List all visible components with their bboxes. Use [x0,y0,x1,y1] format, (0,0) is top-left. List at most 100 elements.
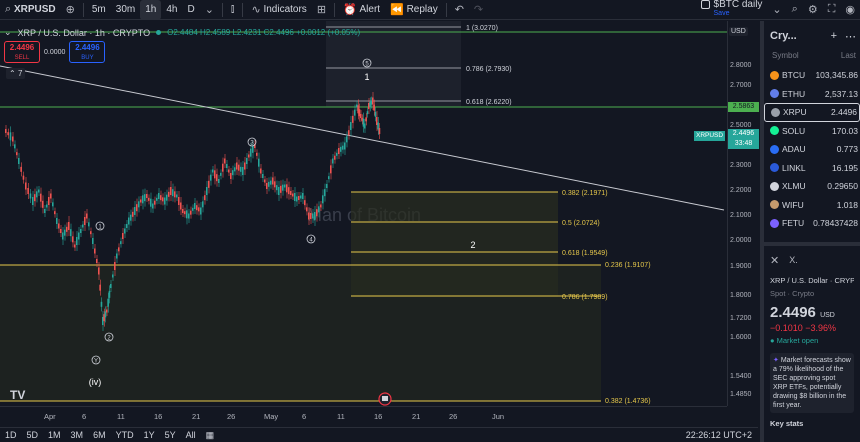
buy-button[interactable]: 2.4496 BUY [69,41,106,63]
range-6m[interactable]: 6M [93,430,106,440]
sell-button[interactable]: 2.4496 SELL [4,41,40,63]
range-ytd[interactable]: YTD [115,430,134,440]
bar-countdown: 33:48 [734,140,753,147]
interval-5m[interactable]: 5m [91,4,106,15]
legend-title[interactable]: XRP / U.S. Dollar · 1h · CRYPTO [17,27,151,38]
range-all[interactable]: All [185,430,196,440]
layout-dropdown[interactable]: ⌄ [767,0,786,20]
watchlist-row[interactable]: ETHU 2,537.13 [764,85,860,104]
candle-body [364,123,366,129]
watchlist-row[interactable]: XLMU 0.29650 [764,177,860,196]
candle-body [192,207,194,211]
chart-canvas[interactable]: Man of Bitcoin 1 (3.0270) 0.786 (2.7930)… [0,21,727,406]
candle-body [66,226,68,232]
watchlist-title[interactable]: Cry... [770,30,797,42]
candle-body [280,185,282,193]
collapse-legend-icon[interactable]: ⌄ [4,27,12,37]
indicator-count-toggle[interactable]: ⌃ 7 [6,68,26,79]
indicators-button[interactable]: ∿ Indicators [246,0,311,20]
candle-body [176,194,178,198]
wave-4-text: 4 [309,238,313,244]
chart-type-button[interactable]: ⫾ [226,0,240,20]
symbol-search-button[interactable]: ⌕ XRPUSD [0,0,61,20]
add-symbol-icon[interactable]: + [830,30,837,42]
templates-button[interactable]: ⊞ [312,0,331,20]
more-icon[interactable]: ⋯ [845,30,856,43]
calendar-icon[interactable]: ▦ [205,429,215,440]
close-icon[interactable]: ✕ [770,254,780,267]
replay-button[interactable]: ⏪ Replay [385,0,443,20]
candle-body [254,144,256,148]
candle-body [70,229,72,237]
range-5d[interactable]: 5D [26,430,39,440]
time-tick: Apr [44,412,56,421]
watchlist-symbol: FETU [782,218,805,229]
interval-dropdown[interactable]: ⌄ [200,0,219,20]
candle-body [338,148,340,154]
watchlist-row[interactable]: XRPU 2.4496 [764,103,860,122]
undo-button[interactable]: ↶ [450,0,469,20]
candle-body [302,193,304,199]
add-symbol-button[interactable]: ⊕ [61,0,80,20]
candle-body [198,207,200,212]
interval-1h[interactable]: 1h [140,0,162,20]
watchlist-row[interactable]: WIFU 1.018 [764,196,860,215]
range-3m[interactable]: 3M [70,430,84,440]
snapshot-button[interactable]: ◉ [840,0,860,20]
candle-body [190,210,192,215]
watchlist-row[interactable]: LINKL 16.195 [764,159,860,178]
candle-body [86,213,88,219]
wave-5-circle: 5 [362,58,372,68]
candle-body [25,182,27,190]
candle-body [312,213,314,219]
candle-body [354,109,356,116]
candle-body [58,223,60,229]
candle-body [274,181,276,188]
fullscreen-button[interactable]: ⛶ [823,0,841,20]
layout-status: Save [713,9,730,17]
chart-pane[interactable]: Man of Bitcoin 1 (3.0270) 0.786 (2.7930)… [0,21,758,427]
candle-body [350,122,352,130]
layout-button[interactable]: $BTC daily Save [696,0,768,20]
interval-4h[interactable]: 4h [166,4,178,15]
time-tick: 6 [302,412,307,421]
candle-body [64,229,66,236]
range-1m[interactable]: 1M [48,430,61,440]
watchlist-row[interactable]: ADAU 0.773 [764,140,860,159]
redo-button[interactable]: ↷ [469,0,488,20]
candle-body [306,207,308,212]
settings-button[interactable]: ⚙ [803,0,823,20]
top-toolbar: ⌕ XRPUSD ⊕ 5m 30m 1h 4h D ⌄ ⫾ ∿ Indicato… [0,0,860,20]
col-last[interactable]: Last [840,51,856,60]
candlestick-series [5,92,381,331]
candle-body [166,194,168,201]
alert-button[interactable]: ⏰ Alert [338,0,385,20]
watchlist-row[interactable]: BTCU 103,345.86 [764,66,860,85]
watchlist-row[interactable]: FETU 0.78437428 [764,214,860,233]
candle-body [82,224,84,228]
candle-body [12,136,14,142]
range-5y[interactable]: 5Y [164,430,176,440]
currency-label[interactable]: USD [729,27,748,36]
interval-30m[interactable]: 30m [115,4,136,15]
range-1y[interactable]: 1Y [143,430,155,440]
news-card[interactable]: ✦ Market forecasts show a 79% likelihood… [770,353,854,413]
detail-name[interactable]: XRP / U.S. Dollar · CRYPTO [770,276,854,285]
time-axis[interactable]: Apr 6 11 16 21 26 May 6 11 16 21 26 Jun [0,406,727,426]
col-symbol[interactable]: Symbol [772,51,799,60]
utc-clock[interactable]: 22:26:12 UTC+2 [685,430,752,440]
candle-body [122,233,124,239]
price-tick: 2.0000 [730,237,752,244]
candle-body [332,158,334,164]
candle-body [144,194,146,202]
range-1d[interactable]: 1D [5,430,17,440]
interval-d[interactable]: D [187,4,195,15]
current-price-tag: 2.4496 33:48 [728,129,759,149]
quick-search-button[interactable]: ⌕ [787,0,803,20]
candle-body [288,187,290,195]
watchlist-row[interactable]: SOLU 170.03 [764,122,860,141]
price-axis[interactable]: USD 2.8000 2.7000 2.5000 2.3000 2.2000 2.1000… [727,21,759,406]
coin-icon [770,89,779,99]
gear-icon: ⚙ [807,4,818,16]
watchlist-last: 1.018 [836,199,858,210]
